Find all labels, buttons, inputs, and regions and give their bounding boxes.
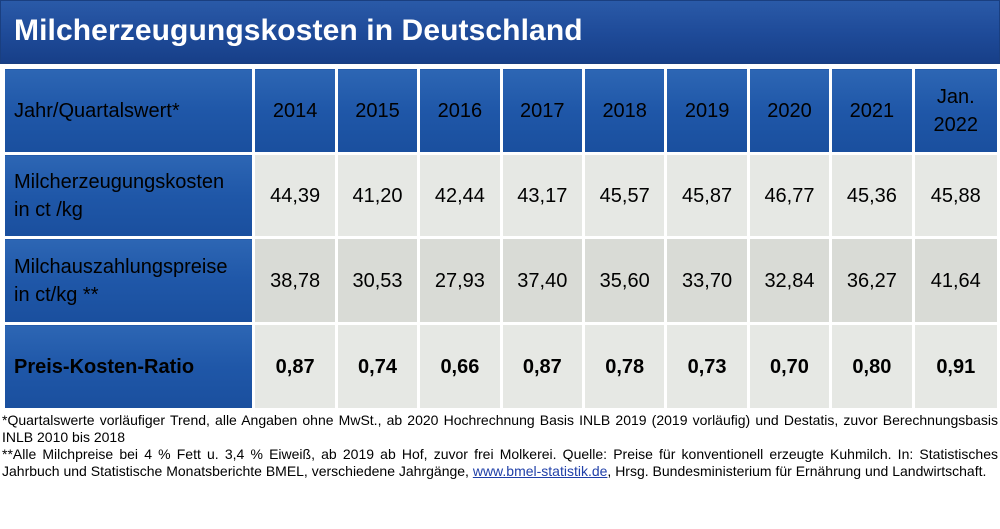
table-cell: 27,93 bbox=[417, 236, 503, 325]
footnote-milk-prices: **Alle Milchpreise bei 4 % Fett u. 3,4 %… bbox=[2, 446, 998, 480]
table-cell: 0,78 bbox=[581, 322, 668, 411]
row-label-line: in ct/kg ** bbox=[14, 283, 99, 306]
table-cell: 0,87 bbox=[499, 322, 586, 411]
year-header: 2019 bbox=[664, 66, 750, 155]
table-cell: 41,20 bbox=[334, 152, 421, 239]
year-header-line: 2022 bbox=[933, 113, 979, 136]
year-header: 2018 bbox=[581, 66, 668, 155]
table-header-row: Jahr/Quartalswert* 2014 2015 2016 2017 2… bbox=[1, 66, 1000, 155]
year-header: 2020 bbox=[746, 66, 833, 155]
header-label: Jahr/Quartalswert* bbox=[1, 66, 256, 155]
table-cell: 0,91 bbox=[911, 322, 1000, 411]
row-label-line: in ct /kg bbox=[14, 198, 83, 221]
table-row-production-costs: Milcherzeugungskosten in ct /kg 44,39 41,… bbox=[1, 152, 1000, 239]
table-cell: 44,39 bbox=[252, 152, 338, 239]
footnotes: *Quartalswerte vorläufiger Trend, alle A… bbox=[2, 412, 998, 480]
source-link[interactable]: www.bmel-statistik.de bbox=[472, 463, 608, 479]
footnote-text: **Alle Milchpreise bei 4 % Fett u. 3,4 %… bbox=[2, 446, 998, 479]
table-cell: 37,40 bbox=[499, 236, 586, 325]
table-cell: 41,64 bbox=[911, 236, 1000, 325]
row-label-line: Milcherzeugungskosten bbox=[14, 170, 225, 193]
row-label-line: Milchauszahlungspreise bbox=[14, 255, 228, 278]
table-cell: 45,36 bbox=[829, 152, 915, 239]
table-cell: 36,27 bbox=[829, 236, 915, 325]
table-cell: 45,87 bbox=[664, 152, 750, 239]
table-cell: 38,78 bbox=[252, 236, 338, 325]
table-cell: 0,66 bbox=[417, 322, 503, 411]
table-row-milk-prices: Milchauszahlungspreise in ct/kg ** 38,78 … bbox=[1, 236, 1000, 325]
table-cell: 0,87 bbox=[252, 322, 338, 411]
table-cell: 32,84 bbox=[746, 236, 833, 325]
table-cell: 33,70 bbox=[664, 236, 750, 325]
footnote-quarterly: *Quartalswerte vorläufiger Trend, alle A… bbox=[2, 412, 998, 445]
year-header: 2017 bbox=[499, 66, 586, 155]
table-cell: 0,73 bbox=[664, 322, 750, 411]
table-cell: 43,17 bbox=[499, 152, 586, 239]
year-header-line: Jan. bbox=[936, 85, 975, 108]
row-label: Milchauszahlungspreise in ct/kg ** bbox=[1, 236, 256, 325]
table-cell: 45,57 bbox=[581, 152, 668, 239]
year-header-jan-2022: Jan. 2022 bbox=[911, 66, 1000, 155]
row-label: Milcherzeugungskosten in ct /kg bbox=[1, 152, 256, 239]
year-header: 2015 bbox=[334, 66, 421, 155]
table-cell: 46,77 bbox=[746, 152, 833, 239]
table-cell: 45,88 bbox=[911, 152, 1000, 239]
row-label: Preis-Kosten-Ratio bbox=[1, 322, 256, 411]
year-header: 2016 bbox=[417, 66, 503, 155]
footnote-text: , Hrsg. Bundesministerium für Ernährung … bbox=[607, 463, 987, 479]
table-row-price-cost-ratio: Preis-Kosten-Ratio 0,87 0,74 0,66 0,87 0… bbox=[1, 322, 1000, 411]
page-title: Milcherzeugungskosten in Deutschland bbox=[14, 14, 583, 47]
year-header: 2021 bbox=[829, 66, 915, 155]
table-cell: 0,70 bbox=[746, 322, 833, 411]
year-header: 2014 bbox=[252, 66, 338, 155]
table-cell: 35,60 bbox=[581, 236, 668, 325]
table-cell: 0,80 bbox=[829, 322, 915, 411]
table-cell: 42,44 bbox=[417, 152, 503, 239]
table-cell: 30,53 bbox=[334, 236, 421, 325]
title-bar: Milcherzeugungskosten in Deutschland bbox=[0, 0, 1000, 64]
cost-table: Jahr/Quartalswert* 2014 2015 2016 2017 2… bbox=[1, 66, 1000, 411]
table-cell: 0,74 bbox=[334, 322, 421, 411]
